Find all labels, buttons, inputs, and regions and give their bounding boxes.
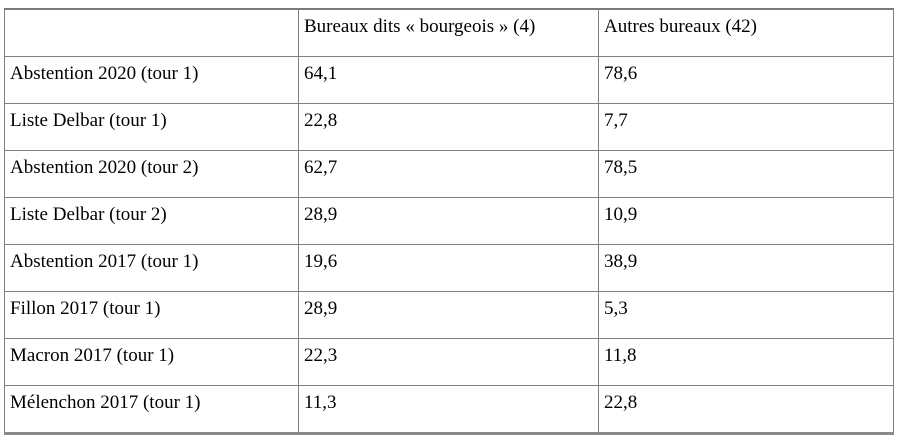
- table-row: Abstention 2020 (tour 1) 64,1 78,6: [4, 56, 894, 104]
- value-cell: 64,1: [298, 56, 599, 104]
- value-cell: 78,5: [598, 150, 894, 198]
- table-row: Liste Delbar (tour 2) 28,9 10,9: [4, 197, 894, 245]
- value-cell: 38,9: [598, 244, 894, 292]
- value-cell: 5,3: [598, 291, 894, 339]
- table-header: Bureaux dits « bourgeois » (4) Autres bu…: [4, 8, 894, 57]
- table-row: Abstention 2017 (tour 1) 19,6 38,9: [4, 244, 894, 292]
- value-cell: 22,8: [298, 103, 599, 151]
- table-body: Abstention 2020 (tour 1) 64,1 78,6 Liste…: [4, 56, 894, 434]
- header-cell-bourgeois: Bureaux dits « bourgeois » (4): [298, 8, 599, 57]
- value-cell: 19,6: [298, 244, 599, 292]
- row-label-cell: Liste Delbar (tour 1): [4, 103, 299, 151]
- header-row: Bureaux dits « bourgeois » (4) Autres bu…: [4, 8, 894, 57]
- table-row: Mélenchon 2017 (tour 1) 11,3 22,8: [4, 385, 894, 434]
- results-table: Bureaux dits « bourgeois » (4) Autres bu…: [4, 8, 894, 435]
- value-cell: 7,7: [598, 103, 894, 151]
- value-cell: 62,7: [298, 150, 599, 198]
- value-cell: 28,9: [298, 197, 599, 245]
- table-row: Macron 2017 (tour 1) 22,3 11,8: [4, 338, 894, 386]
- table-row: Fillon 2017 (tour 1) 28,9 5,3: [4, 291, 894, 339]
- value-cell: 28,9: [298, 291, 599, 339]
- value-cell: 11,8: [598, 338, 894, 386]
- row-label-cell: Abstention 2020 (tour 2): [4, 150, 299, 198]
- table-row: Abstention 2020 (tour 2) 62,7 78,5: [4, 150, 894, 198]
- value-cell: 22,3: [298, 338, 599, 386]
- row-label-cell: Abstention 2017 (tour 1): [4, 244, 299, 292]
- header-cell-autres: Autres bureaux (42): [598, 8, 894, 57]
- value-cell: 11,3: [298, 385, 599, 434]
- header-cell-empty: [4, 8, 299, 57]
- row-label-cell: Mélenchon 2017 (tour 1): [4, 385, 299, 434]
- row-label-cell: Macron 2017 (tour 1): [4, 338, 299, 386]
- table-row: Liste Delbar (tour 1) 22,8 7,7: [4, 103, 894, 151]
- value-cell: 22,8: [598, 385, 894, 434]
- row-label-cell: Abstention 2020 (tour 1): [4, 56, 299, 104]
- row-label-cell: Fillon 2017 (tour 1): [4, 291, 299, 339]
- row-label-cell: Liste Delbar (tour 2): [4, 197, 299, 245]
- value-cell: 10,9: [598, 197, 894, 245]
- value-cell: 78,6: [598, 56, 894, 104]
